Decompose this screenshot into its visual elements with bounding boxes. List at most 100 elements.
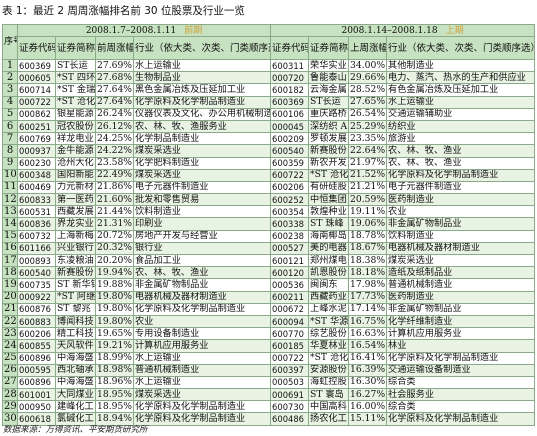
stock-name-left: 精工科技 — [55, 327, 96, 341]
stock-code-right: 600182 — [270, 83, 310, 97]
table-row: 10 600348 国阳新能 22.49% 煤炭采选业 600722 *ST 沧化 21.52… — [2, 168, 536, 182]
seq-cell: 15 — [2, 229, 18, 243]
stock-code-left: 000950 — [17, 400, 56, 414]
stock-code-right: 600252 — [270, 193, 310, 207]
industry-right: 化学原料及化学制品制造业 — [386, 168, 536, 182]
right-period-header: 2008.1.14–2008.1.18 上期 — [270, 24, 536, 37]
stock-code-left: 000722 — [17, 95, 56, 109]
stock-name-left: 冠农股份 — [55, 119, 96, 134]
weekly-change-right: 25.29% — [348, 119, 388, 134]
stock-code-left: 600896 — [17, 375, 56, 390]
weekly-change-right: 18.67% — [348, 241, 388, 256]
stock-name-right: ST长运 — [308, 95, 350, 109]
stock-code-left: 600348 — [17, 168, 56, 182]
industry-left: 化学肥料制造业 — [132, 156, 272, 170]
industry-left: 生物制品业 — [132, 71, 272, 85]
stock-name-right: *ST 沧化 — [308, 168, 350, 182]
industry-right: 饮料制造业 — [386, 229, 536, 243]
stock-name-left: *ST 沧化 — [55, 95, 96, 109]
table-row: 9 600230 沧州大化 23.58% 化学肥料制造业 600359 新农开发 21.97%… — [2, 156, 536, 170]
weekly-change-left: 18.99% — [95, 351, 134, 365]
weekly-change-left: 19.88% — [95, 278, 134, 292]
industry-left: 批发和零售贸易 — [132, 193, 272, 207]
seq-cell: 27 — [2, 375, 18, 390]
stock-code-left: 600206 — [17, 327, 56, 341]
seq-cell: 2 — [2, 71, 18, 85]
seq-cell: 21 — [2, 302, 18, 316]
stock-name-left: *ST 四环 — [55, 71, 96, 85]
weekly-change-left: 26.24% — [95, 107, 134, 121]
industry-left: 化学原料及化学制品制造业 — [132, 302, 272, 316]
stock-name-right: 中恒集团 — [308, 193, 350, 207]
weekly-change-left: 21.44% — [95, 205, 134, 219]
table-row: 7 600769 祥龙电业 24.25% 化学制品制造业 600209 罗顿发展 23.35%… — [2, 132, 536, 146]
left-period-label: 2008.1.7–2008.1.11 — [85, 25, 177, 36]
table-row: 25 600896 中海海盛 18.99% 水上运输业 000722 *ST 沧化 16.41… — [2, 351, 536, 365]
industry-left: 水上运输业 — [132, 375, 272, 390]
seq-header: 序号 — [2, 24, 18, 60]
industry-right: 普通机械制造业 — [386, 278, 536, 292]
industry-right: 化学纤维制造业 — [386, 314, 536, 329]
stock-name-right: 西藏药业 — [308, 290, 350, 304]
stock-code-left: 600836 — [17, 217, 56, 231]
weekly-change-left: 19.21% — [95, 339, 134, 353]
industry-right: 非金属矿物制品业 — [386, 302, 536, 316]
period-header-row: 序号 2008.1.7–2008.1.11 前期 2008.1.14–2008.1… — [2, 24, 536, 60]
table-row: 24 600855 天风软件 19.21% 计算机应用服务业 600185 华夏林业 16.5… — [2, 339, 536, 353]
seq-cell: 22 — [2, 314, 18, 329]
stock-code-right: 000722 — [270, 351, 310, 365]
seq-cell: 1 — [2, 58, 18, 73]
seq-cell: 20 — [2, 290, 18, 304]
industry-left: 水上运输业 — [132, 351, 272, 365]
stock-name-left: 新赛股份 — [55, 266, 96, 280]
industry-right: 社会服务业 — [386, 388, 536, 402]
weekly-change-left: 21.60% — [95, 193, 134, 207]
weekly-change-left: 18.96% — [95, 375, 134, 390]
seq-cell: 7 — [2, 132, 18, 146]
industry-right: 交通运输辅助业 — [386, 107, 536, 121]
seq-cell: 18 — [2, 266, 18, 280]
weekly-change-left: 21.86% — [95, 180, 134, 195]
stock-code-left: 000862 — [17, 107, 56, 121]
weekly-change-left: 21.31% — [95, 217, 134, 231]
industry-left: 化学原料及化学制品制造业 — [132, 412, 272, 426]
stock-name-right: 中国高科 — [308, 400, 350, 414]
stock-name-right: 安源股份 — [308, 363, 350, 377]
stock-name-right: *ST 沧化 — [308, 351, 350, 365]
weekly-change-right: 16.75% — [348, 314, 388, 329]
industry-right: 电力、蒸汽、热水的生产和供应业 — [386, 71, 536, 85]
weekly-change-left: 27.68% — [95, 71, 134, 85]
seq-cell: 3 — [2, 83, 18, 97]
table-row: 15 600732 上海新梅 20.72% 房地产开发与经营业 600238 海南椰岛 18.… — [2, 229, 536, 243]
col-header-change-right: 上周涨幅 — [348, 36, 388, 60]
stock-code-right: 600369 — [270, 95, 310, 109]
industry-right: 有色金属冶炼及压延加工业 — [386, 83, 536, 97]
stock-code-right: 600121 — [270, 253, 310, 268]
stock-name-right: 深纺织 A — [308, 119, 350, 134]
stock-name-left: ST 新华锦 — [55, 278, 96, 292]
industry-right: 计算机应用服务业 — [386, 327, 536, 341]
stock-name-left: 东凌粮油 — [55, 253, 96, 268]
seq-cell: 4 — [2, 95, 18, 109]
col-header-code-right: 证券代码 — [270, 36, 310, 60]
table-row: 21 600876 ST 黎兆 19.80% 化学原料及化学制品制造业 000672 上峰水… — [2, 302, 536, 316]
weekly-change-right: 28.52% — [348, 83, 388, 97]
stock-name-left: 力元新材 — [55, 180, 96, 195]
industry-right: 电子元器件制造业 — [386, 180, 536, 195]
seq-cell: 9 — [2, 156, 18, 170]
weekly-change-right: 16.30% — [348, 375, 388, 390]
stock-code-left: 000893 — [17, 253, 56, 268]
stock-name-right: 重庆路桥 — [308, 107, 350, 121]
industry-left: 银行业 — [132, 241, 272, 256]
industry-right: 水上运输业 — [386, 95, 536, 109]
industry-left: 印刷业 — [132, 217, 272, 231]
stock-code-right: 000527 — [270, 241, 310, 256]
seq-cell: 17 — [2, 253, 18, 268]
industry-right: 综合类 — [386, 400, 536, 414]
weekly-change-left: 20.72% — [95, 229, 134, 243]
table-row: 13 600531 西藏发展 21.44% 饮料制造业 600354 敦煌种业 19.11% 农… — [2, 205, 536, 219]
stock-name-right: 闽闽东 — [308, 278, 350, 292]
stock-code-left: 000922 — [17, 290, 56, 304]
col-header-name-left: 证券简称 — [55, 36, 96, 60]
stock-name-right: 有研硅股 — [308, 180, 350, 195]
